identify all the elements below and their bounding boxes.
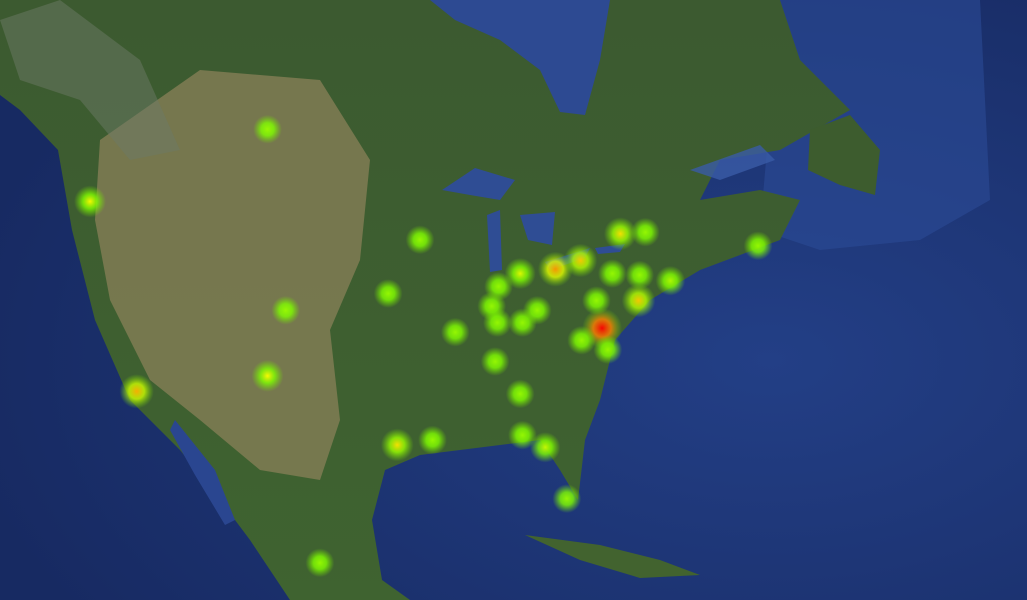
- hudson-bay: [430, 0, 610, 115]
- heat-spot: [621, 283, 656, 318]
- heat-spot: [74, 185, 106, 218]
- mountains: [0, 0, 180, 160]
- heat-spot: [405, 225, 435, 255]
- heat-spot: [655, 265, 686, 296]
- heat-spot: [483, 308, 512, 338]
- arid-west: [95, 70, 370, 480]
- shelf: [760, 0, 990, 250]
- lake-superior: [442, 168, 515, 200]
- heat-spot: [480, 347, 510, 376]
- heat-spot: [603, 217, 637, 251]
- heat-layer: [74, 114, 773, 578]
- heat-spot: [440, 317, 470, 347]
- heat-spot: [373, 279, 403, 308]
- heat-spot: [597, 259, 627, 288]
- gulf-of-california: [170, 420, 235, 525]
- heat-spot: [522, 295, 552, 325]
- newfoundland: [808, 115, 880, 195]
- heat-spot: [504, 257, 536, 290]
- gulf-st-lawrence: [690, 145, 775, 180]
- heat-spot: [505, 379, 535, 409]
- lake-michigan: [487, 210, 502, 272]
- heat-spot: [253, 114, 282, 144]
- heat-spot: [593, 335, 623, 365]
- heat-spot: [530, 432, 561, 463]
- heat-spot: [567, 325, 597, 355]
- heat-spot: [271, 295, 301, 325]
- heat-spot: [305, 548, 335, 578]
- lake-huron: [520, 212, 555, 245]
- heat-spot: [251, 359, 284, 392]
- heat-spot: [625, 260, 655, 290]
- heat-spot: [119, 374, 154, 409]
- heat-spot: [418, 425, 447, 455]
- cuba: [525, 535, 700, 578]
- heat-spot: [630, 217, 660, 247]
- heat-spot: [508, 420, 537, 450]
- heat-spot: [552, 484, 582, 514]
- heat-spot: [380, 428, 414, 462]
- heat-spot: [563, 243, 598, 278]
- heat-spot: [582, 286, 611, 315]
- heat-spot: [743, 231, 773, 261]
